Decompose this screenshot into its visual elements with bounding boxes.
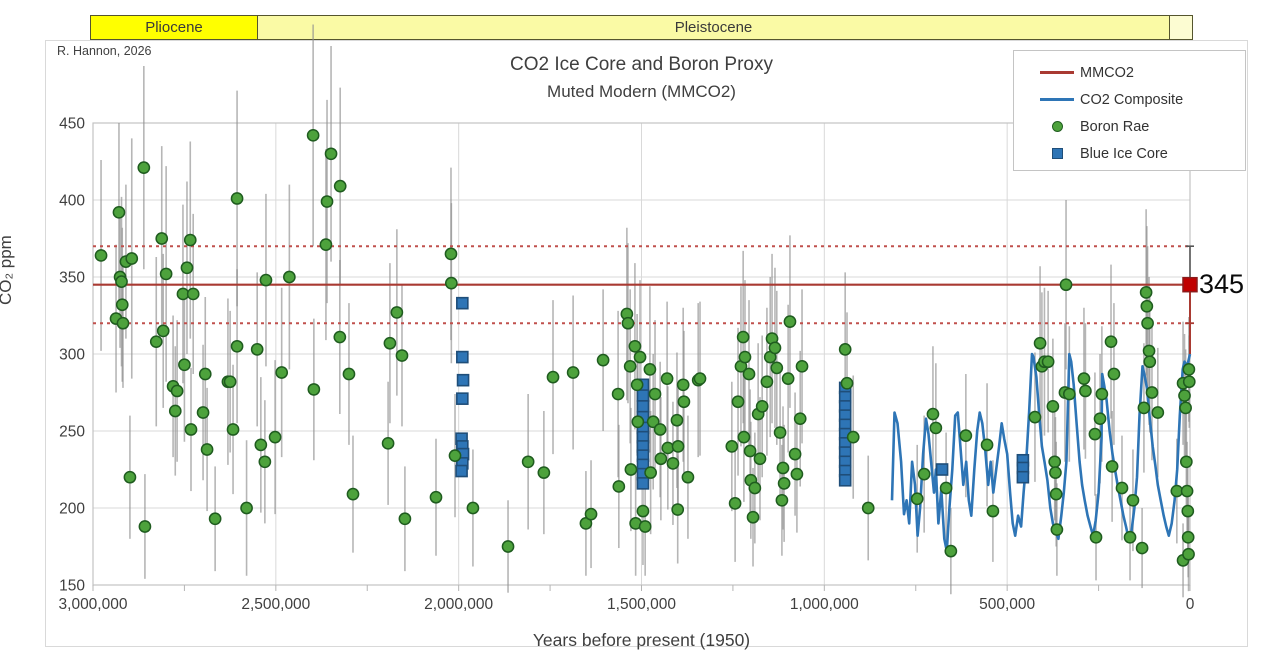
svg-text:2,500,000: 2,500,000 [241, 596, 310, 613]
epoch-segment-holocene [1169, 15, 1193, 40]
legend-item-boron-rae: Boron Rae [1040, 113, 1245, 140]
chart-title: CO2 Ice Core and Boron Proxy [510, 54, 773, 75]
blue-line-icon [1040, 98, 1074, 101]
x-axis-label: Years before present (1950) [532, 630, 751, 650]
svg-text:250: 250 [59, 424, 85, 441]
y-axis-label: CO₂ ppm [0, 235, 15, 306]
epoch-pleistocene-label: Pleistocene [674, 19, 753, 36]
svg-text:1,000,000: 1,000,000 [790, 596, 859, 613]
attribution-text: R. Hannon, 2026 [57, 44, 152, 58]
legend-label-mmco2: MMCO2 [1080, 64, 1134, 81]
svg-text:3,000,000: 3,000,000 [59, 596, 128, 613]
svg-text:0: 0 [1186, 596, 1195, 613]
svg-text:450: 450 [59, 116, 85, 133]
epoch-segment-pliocene: Pliocene [90, 15, 258, 40]
blue-square-icon [1040, 148, 1074, 159]
legend-label-boron-rae: Boron Rae [1080, 118, 1150, 135]
svg-text:400: 400 [59, 193, 85, 210]
legend-label-co2-composite: CO2 Composite [1080, 91, 1184, 108]
epoch-segment-pleistocene: Pleistocene [257, 15, 1170, 40]
svg-text:350: 350 [59, 270, 85, 287]
legend: MMCO2 CO2 Composite Boron Rae Blue Ice C… [1013, 50, 1246, 171]
svg-text:1,500,000: 1,500,000 [607, 596, 676, 613]
legend-item-co2-composite: CO2 Composite [1040, 86, 1245, 113]
chart-subtitle: Muted Modern (MMCO2) [547, 82, 736, 101]
epoch-pliocene-label: Pliocene [145, 19, 203, 36]
legend-label-blue-ice-core: Blue Ice Core [1080, 145, 1168, 162]
svg-text:150: 150 [59, 578, 85, 595]
mmco2-value-callout: 345 [1199, 268, 1245, 299]
green-circle-icon [1040, 121, 1074, 132]
svg-text:200: 200 [59, 501, 85, 518]
svg-text:2,000,000: 2,000,000 [424, 596, 493, 613]
svg-text:500,000: 500,000 [979, 596, 1035, 613]
legend-item-mmco2: MMCO2 [1040, 59, 1245, 86]
legend-item-blue-ice-core: Blue Ice Core [1040, 140, 1245, 167]
red-line-icon [1040, 71, 1074, 74]
svg-text:300: 300 [59, 347, 85, 364]
